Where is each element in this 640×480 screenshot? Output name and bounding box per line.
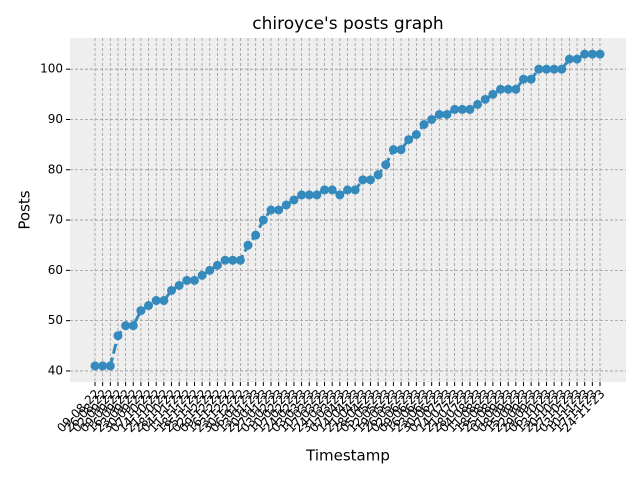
point [128, 321, 138, 331]
point [595, 49, 605, 59]
plot-area [70, 38, 626, 382]
point [343, 185, 352, 195]
point [587, 49, 597, 59]
point [541, 64, 551, 74]
point [105, 361, 115, 371]
y-tick-label: 90 [48, 112, 63, 126]
point [251, 230, 261, 240]
point [480, 94, 490, 104]
point [419, 120, 429, 130]
y-tick-label: 40 [48, 363, 63, 377]
point [197, 270, 207, 280]
point [404, 135, 414, 145]
point [205, 265, 215, 275]
point [488, 89, 498, 99]
point [121, 321, 131, 331]
point [320, 185, 330, 195]
point [572, 54, 582, 64]
y-tick-label: 80 [48, 162, 63, 176]
chart-title: chiroyce's posts graph [252, 14, 443, 34]
point [289, 195, 299, 205]
point [381, 160, 391, 170]
point [159, 296, 169, 306]
point [136, 306, 146, 316]
point [557, 64, 567, 74]
y-tick-label: 50 [48, 313, 63, 327]
point [151, 296, 161, 306]
point [182, 275, 192, 285]
point [144, 301, 154, 311]
point [388, 145, 398, 155]
y-tick-label: 100 [40, 62, 63, 76]
point [243, 240, 253, 250]
point [564, 54, 574, 64]
point [434, 109, 444, 119]
x-axis-label: Timestamp [305, 447, 390, 465]
point [174, 280, 184, 290]
y-tick-label: 60 [48, 263, 63, 277]
point [258, 215, 268, 225]
point [113, 331, 123, 341]
point [266, 205, 276, 215]
point [511, 84, 521, 94]
point [549, 64, 559, 74]
point [98, 361, 108, 371]
point [335, 190, 345, 200]
point [167, 285, 177, 295]
point [297, 190, 307, 200]
point [396, 145, 406, 155]
point [304, 190, 314, 200]
point [411, 130, 421, 140]
point [189, 275, 199, 285]
point [358, 175, 368, 185]
point [534, 64, 544, 74]
point [450, 104, 460, 114]
point [281, 200, 291, 210]
point [327, 185, 337, 195]
point [503, 84, 513, 94]
point [518, 74, 528, 84]
point [465, 104, 475, 114]
point [365, 175, 375, 185]
point [235, 255, 245, 265]
point [350, 185, 360, 195]
point [473, 99, 483, 109]
point [580, 49, 590, 59]
point [312, 190, 322, 200]
point [274, 205, 284, 215]
y-tick-label: 70 [48, 213, 63, 227]
point [526, 74, 536, 84]
point [212, 260, 222, 270]
point [427, 114, 437, 124]
point [90, 361, 100, 371]
point [457, 104, 467, 114]
point [496, 84, 506, 94]
y-axis-label: Posts [16, 190, 34, 229]
point [373, 170, 383, 180]
point [220, 255, 230, 265]
point [228, 255, 238, 265]
point [442, 109, 452, 119]
